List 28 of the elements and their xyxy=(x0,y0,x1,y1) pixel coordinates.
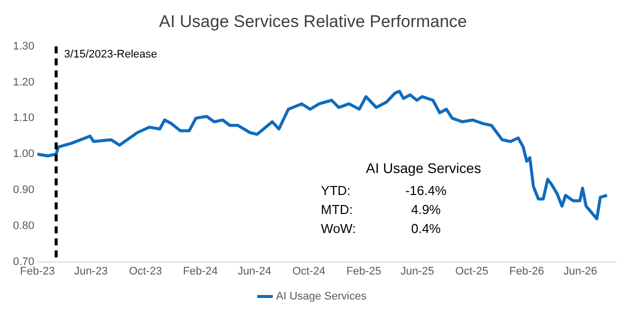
y-tick-label: 1.10 xyxy=(12,112,34,124)
y-tick-label: 0.80 xyxy=(12,220,34,232)
annotation: YTD: xyxy=(320,182,351,198)
annotation: WoW: xyxy=(320,220,356,236)
annotation: 4.9% xyxy=(411,202,442,217)
annotation: MTD: xyxy=(320,202,353,217)
y-tick-label: 1.20 xyxy=(12,76,34,88)
ref-line-label: 3/15/2023-Release xyxy=(64,48,158,60)
chart-title: AI Usage Services Relative Performance xyxy=(158,12,468,31)
y-tick-label: 1.30 xyxy=(12,40,34,52)
x-tick-label: Feb-24 xyxy=(182,265,218,278)
legend-label: AI Usage Services xyxy=(276,290,367,303)
x-tick-label: Jun-23 xyxy=(74,265,108,278)
y-tick-label: 0.70 xyxy=(12,256,34,268)
annotation: -16.4% xyxy=(405,182,447,198)
annotation: AI Usage Services xyxy=(366,160,482,176)
x-tick-label: Jun-24 xyxy=(238,265,272,278)
x-tick-label: Oct-23 xyxy=(128,265,162,278)
x-tick-label: Jun-26 xyxy=(563,265,598,278)
x-tick-label: Feb-25 xyxy=(346,265,382,278)
x-tick-label: Oct-25 xyxy=(455,265,488,278)
x-tick-label: Feb-26 xyxy=(509,265,544,278)
x-tick-label: Feb-23 xyxy=(20,265,55,278)
x-tick-label: Jun-25 xyxy=(400,265,434,278)
x-tick-label: Oct-24 xyxy=(292,265,326,278)
y-tick-label: 0.90 xyxy=(12,184,34,196)
y-tick-label: 1.00 xyxy=(12,148,34,160)
annotation: 0.4% xyxy=(411,220,442,236)
